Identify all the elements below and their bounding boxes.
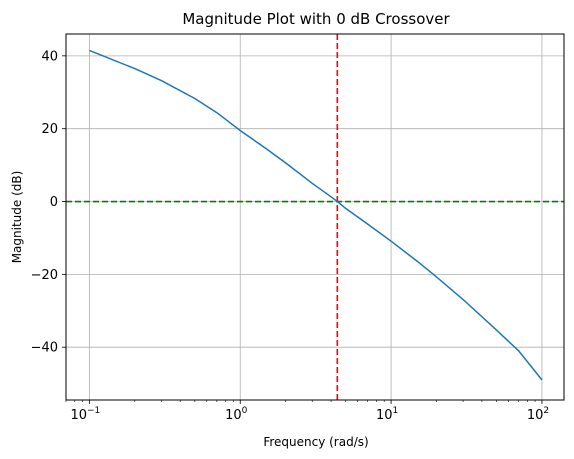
x-tick-label: 102	[527, 406, 549, 423]
x-tick-label: 100	[225, 406, 248, 423]
x-tick-label: 10−1	[70, 406, 100, 423]
reference-lines	[66, 34, 564, 400]
y-tick-label: −20	[31, 268, 58, 283]
magnitude-series-line	[89, 49, 543, 381]
y-tick-label: 40	[41, 49, 58, 64]
grid-layer	[66, 34, 564, 400]
chart-title: Magnitude Plot with 0 dB Crossover	[182, 10, 450, 28]
plot-frame	[65, 33, 565, 401]
x-tick-label: 101	[376, 406, 398, 423]
tick-layer: 10−1 100 101 102 40 20 0 −20 −40	[31, 49, 550, 423]
y-tick-label: −40	[31, 341, 58, 356]
series-layer	[89, 49, 543, 381]
y-axis-label: Magnitude (dB)	[10, 171, 24, 264]
x-axis-label: Frequency (rad/s)	[263, 435, 368, 449]
y-tick-label: 0	[50, 195, 58, 210]
y-tick-label: 20	[41, 122, 58, 137]
